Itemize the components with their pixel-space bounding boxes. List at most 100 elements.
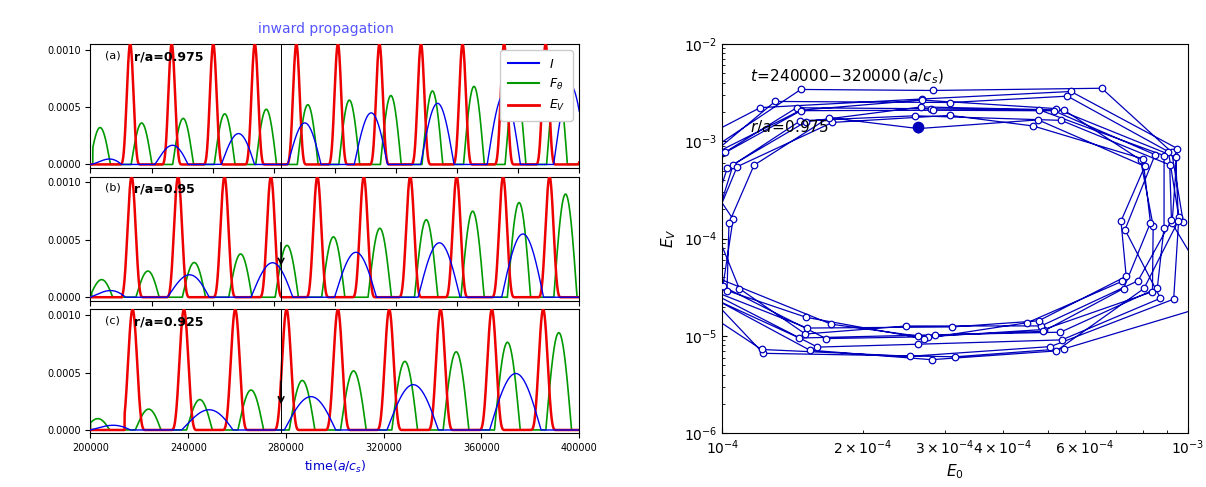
Point [914, 335, 933, 342]
Point [924, 87, 943, 94]
Point [730, 284, 749, 292]
Point [1169, 217, 1188, 225]
Point [718, 164, 737, 172]
Point [1141, 219, 1160, 226]
Point [918, 333, 937, 340]
Point [695, 220, 714, 228]
Point [1114, 285, 1134, 293]
Point [1173, 218, 1193, 225]
Point [896, 322, 915, 330]
Point [796, 330, 815, 338]
Point [788, 104, 807, 112]
Point [1166, 153, 1185, 161]
Point [724, 161, 743, 169]
Point [1030, 106, 1049, 114]
Point [1018, 319, 1037, 327]
Point [1052, 336, 1071, 344]
Point [691, 152, 710, 160]
Point [946, 353, 965, 361]
Point [706, 273, 725, 281]
Point [1029, 317, 1048, 325]
Point [800, 346, 819, 354]
Point [1134, 155, 1153, 163]
Point [1054, 106, 1073, 114]
Y-axis label: $E_V$: $E_V$ [660, 229, 679, 248]
Point [1163, 148, 1182, 156]
Point [822, 118, 842, 126]
Point [791, 106, 810, 114]
Point [797, 324, 816, 332]
Point [702, 224, 721, 232]
Point [1112, 217, 1131, 225]
Point [1058, 92, 1077, 100]
Point [1024, 122, 1043, 130]
Point [941, 112, 960, 119]
Text: (c): (c) [105, 316, 119, 325]
Point [1052, 116, 1071, 124]
Point [675, 219, 695, 227]
Point [908, 340, 927, 348]
Point [719, 219, 738, 227]
X-axis label: time$(a/c_s)$: time$(a/c_s)$ [304, 459, 367, 475]
Point [724, 215, 743, 223]
Point [816, 335, 836, 342]
Point [1161, 217, 1181, 225]
Point [1034, 327, 1053, 335]
Point [1154, 152, 1173, 160]
Point [669, 291, 689, 299]
Point [821, 320, 841, 328]
Point [790, 334, 809, 342]
X-axis label: $E_0$: $E_0$ [947, 463, 964, 481]
Point [660, 220, 679, 227]
Point [1055, 345, 1075, 353]
Point [697, 290, 716, 298]
Point [1035, 326, 1054, 334]
Point [921, 356, 941, 364]
Point [1046, 105, 1065, 112]
Point [791, 117, 810, 125]
Point [908, 123, 927, 131]
Point [703, 211, 722, 219]
Point [912, 96, 931, 104]
Point [671, 145, 690, 153]
Point [1135, 284, 1154, 292]
Point [797, 314, 816, 321]
Point [751, 346, 771, 354]
Text: r/a=0.925: r/a=0.925 [134, 316, 204, 329]
Point [686, 212, 706, 220]
Text: inward propagation: inward propagation [258, 22, 393, 36]
Point [943, 323, 962, 331]
Point [921, 105, 941, 112]
Point [1143, 288, 1163, 296]
Point [693, 285, 713, 293]
Text: (b): (b) [105, 183, 121, 193]
Point [1117, 272, 1136, 280]
Point [791, 86, 810, 94]
Point [1113, 277, 1132, 285]
Point [1044, 107, 1064, 114]
Point [1154, 224, 1173, 231]
Point [1159, 148, 1178, 155]
Point [1146, 151, 1165, 159]
Point [1116, 226, 1135, 234]
Point [689, 164, 708, 171]
Point [690, 287, 709, 295]
Point [1029, 116, 1048, 124]
Point [941, 98, 960, 106]
Point [808, 343, 827, 351]
Point [1061, 88, 1081, 95]
Legend: $I$, $F_{\theta}$, $E_V$: $I$, $F_{\theta}$, $E_V$ [500, 50, 573, 121]
Point [744, 161, 763, 169]
Point [909, 125, 929, 132]
Text: (a): (a) [105, 50, 121, 60]
Point [906, 112, 925, 120]
Point [1031, 322, 1050, 330]
Point [699, 153, 719, 161]
Point [796, 118, 815, 126]
Point [706, 149, 725, 157]
Point [1050, 328, 1070, 336]
Point [912, 103, 931, 111]
Text: $t\!=\!240000\!-\!320000\,(a/c_s)$: $t\!=\!240000\!-\!320000\,(a/c_s)$ [750, 67, 944, 86]
Point [702, 215, 721, 223]
Point [912, 95, 931, 103]
